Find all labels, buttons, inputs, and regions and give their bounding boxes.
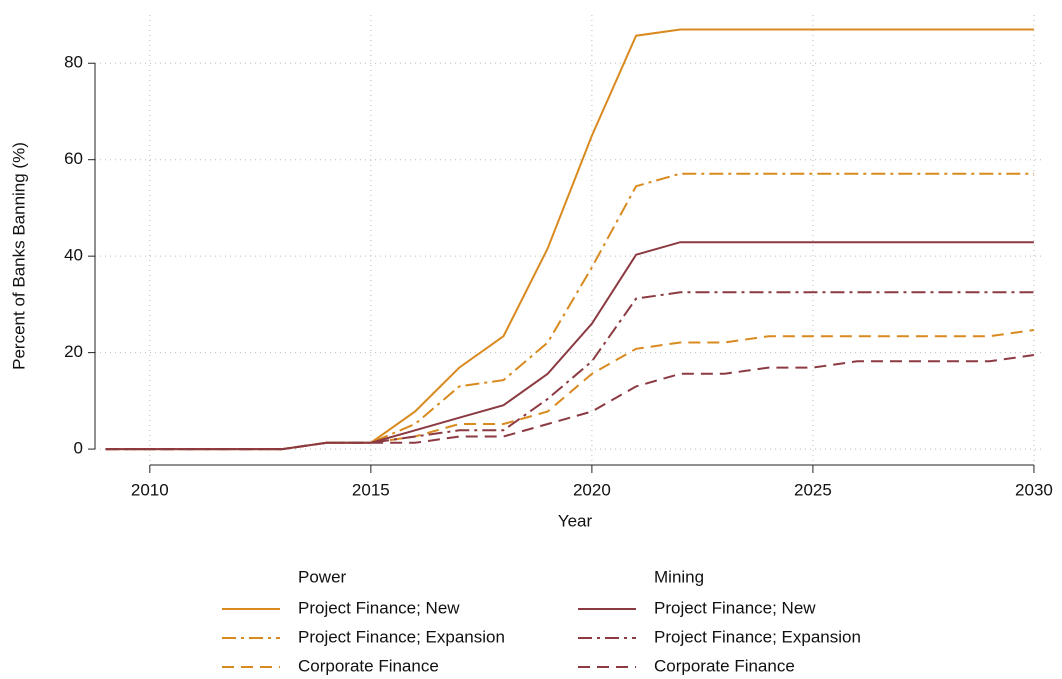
- legend-label: Project Finance; Expansion: [298, 627, 505, 646]
- x-tick-label: 2015: [352, 480, 390, 499]
- x-tick-label: 2025: [794, 480, 832, 499]
- y-tick-label: 20: [64, 342, 83, 361]
- legend-label: Corporate Finance: [298, 656, 439, 675]
- x-axis-label: Year: [558, 511, 593, 530]
- x-tick-label: 2010: [131, 480, 169, 499]
- x-tick-label: 2020: [573, 480, 611, 499]
- y-tick-label: 80: [64, 53, 83, 72]
- data-line: [105, 354, 1035, 451]
- y-tick-label: 60: [64, 149, 83, 168]
- legend-title: Mining: [654, 567, 704, 586]
- legend-label: Project Finance; New: [298, 598, 460, 617]
- legend-label: Corporate Finance: [654, 656, 795, 675]
- legend-title: Power: [298, 567, 347, 586]
- y-axis-label: Percent of Banks Banning (%): [9, 142, 28, 370]
- legend-label: Project Finance; New: [654, 598, 816, 617]
- data-line: [105, 28, 1034, 451]
- y-tick-label: 40: [64, 246, 83, 265]
- legend-label: Project Finance; Expansion: [654, 627, 861, 646]
- y-tick-label: 0: [74, 439, 83, 458]
- x-tick-label: 2030: [1015, 480, 1053, 499]
- data-line: [105, 291, 1034, 451]
- data-line: [105, 172, 1034, 451]
